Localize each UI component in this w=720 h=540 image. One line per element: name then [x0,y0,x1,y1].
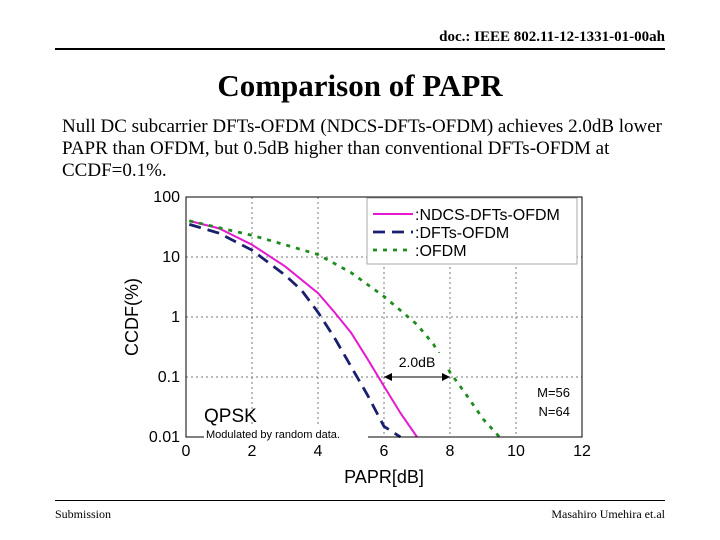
legend: :NDCS-DFTs-OFDM:DFTs-OFDM:OFDM [366,197,578,265]
delta-arrowhead-left [384,373,392,381]
x-tick-label: 8 [446,443,455,460]
x-tick-label: 0 [182,443,191,460]
legend-label: :DFTs-OFDM [415,225,509,242]
x-tick-label: 6 [380,443,389,460]
body-text: Null DC subcarrier DFTs-OFDM (NDCS-DFTs-… [62,116,663,181]
document-id: doc.: IEEE 802.11-12-1331-01-00ah [439,29,665,45]
delta-label: 2.0dB [399,354,436,370]
delta-arrowhead-right [442,373,450,381]
y-tick-label: 100 [153,189,180,206]
delta-label-box [386,353,448,370]
legend-label: :NDCS-DFTs-OFDM [415,207,560,224]
y-tick-label: 10 [162,249,180,266]
x-tick-label: 2 [248,443,257,460]
annotations: 2.0dB QPSK Modulated by random data. M=56 N=… [204,353,570,441]
m-label: M=56 [537,385,570,400]
y-tick-label: 1 [171,309,180,326]
series-line [189,219,418,438]
x-tick-label: 10 [507,443,525,460]
header-rule [55,48,665,50]
tick-labels: 0 2 4 6 8 10 12 0.01 0.1 1 10 100 [149,189,591,460]
series-line [188,219,501,438]
y-axis-label: CCDF(%) [122,278,142,356]
x-axis-label: PAPR[dB] [344,467,424,487]
ccdf-chart: :NDCS-DFTs-OFDM:DFTs-OFDM:OFDM 0 2 4 6 8 10 12… [122,189,591,487]
series-lines [188,219,501,439]
x-tick-label: 12 [573,443,591,460]
note-label: Modulated by random data. [206,429,340,441]
footer-right: Masahiro Umehira et.al [551,507,665,521]
x-tick-label: 4 [314,443,323,460]
slide-title: Comparison of PAPR [217,68,503,103]
series-line [188,223,402,439]
footer-left: Submission [55,507,112,521]
modulation-label: QPSK [204,406,257,427]
legend-label: :OFDM [415,243,467,260]
y-tick-label: 0.01 [149,429,180,446]
note-box [204,426,368,440]
y-tick-label: 0.1 [158,369,180,386]
footer-rule [55,500,665,501]
n-label: N=64 [539,404,570,419]
plot-frame [185,196,583,438]
